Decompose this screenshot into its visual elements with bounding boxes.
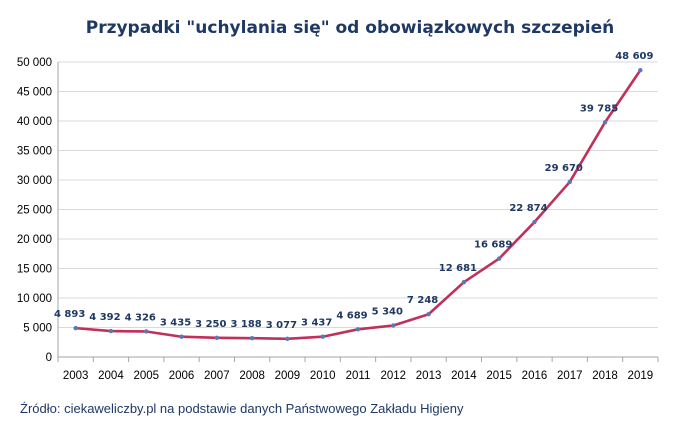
y-tick-label: 20 000 [17, 234, 52, 246]
data-label: 22 874 [509, 203, 547, 214]
y-tick-label: 10 000 [17, 293, 52, 305]
x-tick-label: 2013 [416, 370, 442, 382]
chart-title: Przypadki "uchylania się" od obowiązkowy… [86, 18, 615, 38]
data-point [638, 68, 643, 73]
data-point [602, 120, 608, 125]
x-tick-label: 2010 [310, 370, 336, 382]
data-point [355, 327, 361, 332]
y-tick-label: 0 [46, 352, 52, 364]
grid-layer [58, 61, 658, 328]
line-layer [73, 68, 643, 342]
data-label: 3 437 [301, 318, 332, 329]
x-tick-label: 2003 [63, 370, 89, 382]
series-line [74, 68, 642, 341]
data-point [496, 256, 502, 261]
x-tick-label: 2016 [522, 370, 548, 382]
data-point [249, 335, 255, 341]
source-note: Źródło: ciekaweliczby.pl na podstawie da… [20, 401, 464, 416]
x-tick-label: 2018 [592, 370, 618, 382]
x-tick-label: 2009 [275, 370, 301, 382]
x-tick-label: 2007 [204, 370, 230, 382]
y-tick-label: 25 000 [17, 205, 52, 217]
data-point [567, 179, 572, 185]
y-tick-label: 45 000 [17, 87, 52, 99]
x-tick-label: 2014 [451, 370, 477, 382]
x-tick-label: 2008 [239, 370, 265, 382]
data-label: 5 340 [372, 306, 403, 317]
x-tick-label: 2017 [557, 370, 583, 382]
data-label: 7 248 [407, 295, 438, 306]
data-label: 3 435 [160, 318, 191, 329]
data-label: 4 392 [89, 312, 120, 323]
x-tick-label: 2011 [346, 370, 371, 382]
data-label: 3 188 [230, 319, 261, 330]
data-label: 4 893 [54, 309, 85, 320]
data-point [532, 219, 537, 225]
x-tick-label: 2005 [133, 370, 159, 382]
data-label: 16 689 [474, 240, 512, 251]
data-point [73, 325, 78, 331]
y-tick-label: 50 000 [17, 57, 52, 69]
data-point [461, 279, 467, 285]
x-tick-label: 2006 [169, 370, 195, 382]
data-label: 39 785 [580, 103, 618, 114]
x-tick-label: 2004 [98, 370, 124, 382]
data-label: 4 689 [336, 310, 367, 321]
x-tick-label: 2019 [628, 370, 654, 382]
data-label: 12 681 [439, 263, 477, 274]
data-label: 3 077 [266, 320, 297, 331]
y-tick-label: 40 000 [17, 116, 52, 128]
data-point [214, 335, 220, 341]
data-label: 4 326 [125, 312, 156, 323]
y-tick-label: 15 000 [17, 264, 52, 276]
data-point [179, 334, 184, 339]
data-point [391, 323, 396, 328]
y-tick-label: 30 000 [17, 175, 52, 187]
data-point [426, 312, 431, 317]
x-tick-label: 2012 [380, 370, 406, 382]
data-point [285, 336, 290, 342]
data-point [108, 328, 114, 334]
data-label: 48 609 [615, 51, 653, 62]
data-point [320, 334, 325, 339]
y-tick-label: 35 000 [17, 146, 52, 158]
data-label-layer: 4 893 4 392 4 326 3 435 3 250 3 188 3 077 3 437… [54, 51, 654, 331]
x-tick-label: 2015 [486, 370, 512, 382]
y-tick-label: 5 000 [23, 323, 52, 335]
data-label: 29 670 [545, 163, 583, 174]
data-point [144, 329, 149, 334]
data-label: 3 250 [195, 319, 226, 330]
axis-layer: 0 5 000 10 000 15 000 20 000 25 000 30 000 35 0… [17, 57, 659, 382]
